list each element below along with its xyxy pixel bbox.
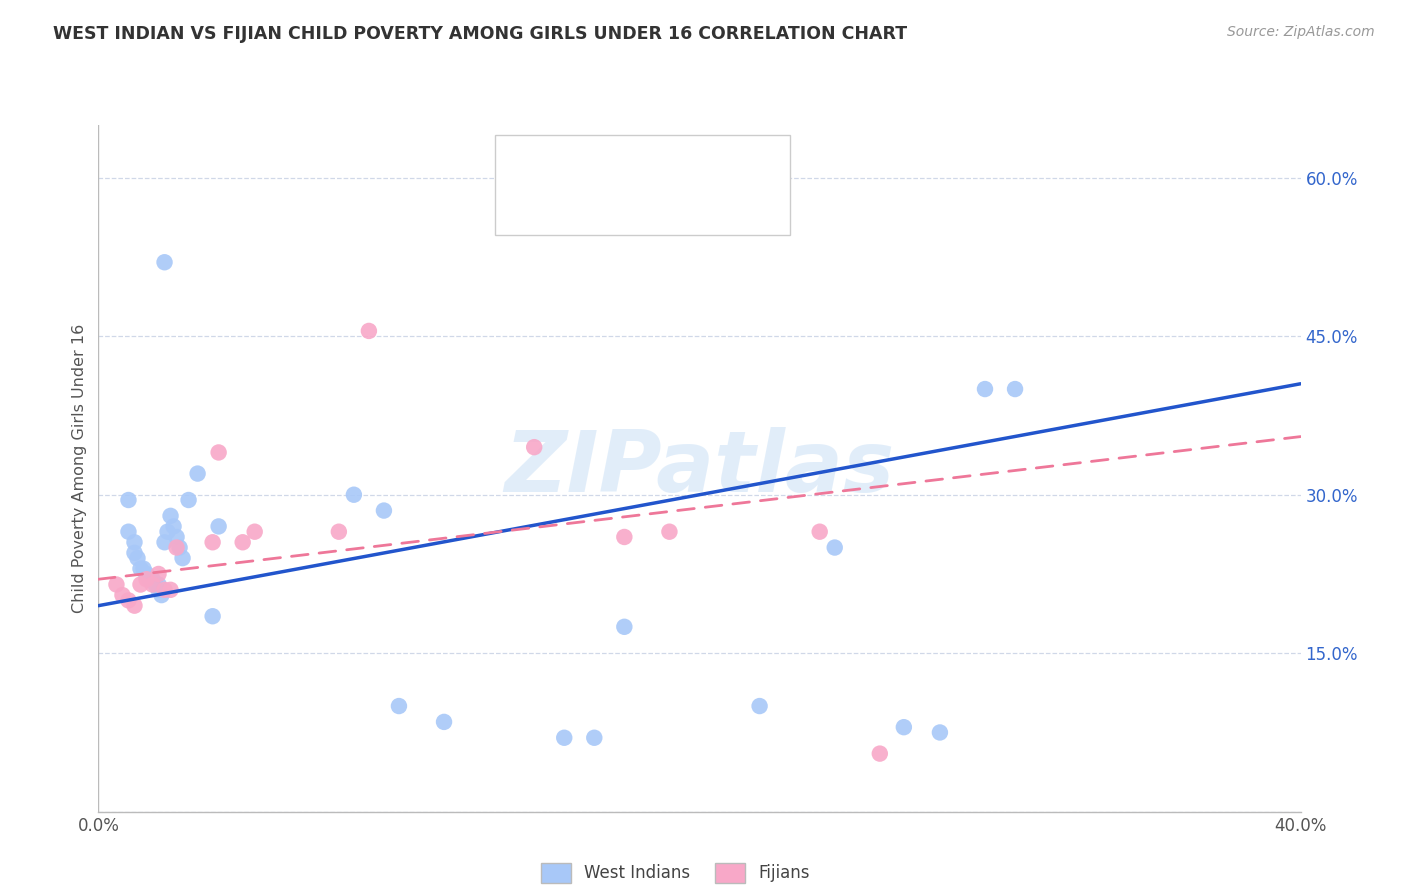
Point <box>138 572 160 586</box>
Point <box>553 731 575 745</box>
Point <box>172 551 194 566</box>
Point <box>145 577 167 591</box>
Point <box>208 519 231 533</box>
Point <box>135 572 157 586</box>
Point <box>127 551 149 566</box>
Text: 0.196: 0.196 <box>600 194 652 213</box>
Point <box>124 599 146 613</box>
Text: 39: 39 <box>707 156 731 174</box>
Y-axis label: Child Poverty Among Girls Under 16: Child Poverty Among Girls Under 16 <box>72 324 87 613</box>
Point <box>328 524 350 539</box>
Point <box>824 541 846 555</box>
Point <box>343 488 366 502</box>
Text: N =: N = <box>659 156 707 174</box>
Text: Source: ZipAtlas.com: Source: ZipAtlas.com <box>1227 25 1375 39</box>
Point <box>373 503 395 517</box>
Point <box>141 572 163 586</box>
Point <box>135 566 157 581</box>
Point <box>357 324 380 338</box>
Point <box>162 519 184 533</box>
Point <box>153 582 176 597</box>
Point <box>156 524 179 539</box>
Text: ZIPatlas: ZIPatlas <box>505 426 894 510</box>
Point <box>177 493 200 508</box>
FancyBboxPatch shape <box>495 136 790 235</box>
Point <box>148 566 170 581</box>
Point <box>869 747 891 761</box>
Point <box>808 524 831 539</box>
Point <box>658 524 681 539</box>
Point <box>613 530 636 544</box>
Text: R =: R = <box>567 156 602 174</box>
Point <box>166 541 188 555</box>
Point <box>159 582 181 597</box>
Point <box>159 508 181 523</box>
Point <box>893 720 915 734</box>
Point <box>117 524 139 539</box>
Point <box>208 445 231 459</box>
Text: 0.337: 0.337 <box>600 156 652 174</box>
Point <box>148 582 170 597</box>
Point <box>748 699 770 714</box>
Text: N =: N = <box>659 194 707 213</box>
Point <box>117 593 139 607</box>
Point <box>150 588 173 602</box>
Point <box>153 255 176 269</box>
Point <box>132 562 155 576</box>
Point <box>613 620 636 634</box>
Point <box>1004 382 1026 396</box>
Point <box>148 577 170 591</box>
Point <box>169 541 191 555</box>
Point <box>243 524 266 539</box>
Point <box>124 535 146 549</box>
Point <box>153 535 176 549</box>
Text: WEST INDIAN VS FIJIAN CHILD POVERTY AMONG GIRLS UNDER 16 CORRELATION CHART: WEST INDIAN VS FIJIAN CHILD POVERTY AMON… <box>53 25 907 43</box>
Point <box>523 440 546 454</box>
Point <box>187 467 209 481</box>
Point <box>974 382 997 396</box>
Point <box>583 731 606 745</box>
Point <box>141 577 163 591</box>
Text: R =: R = <box>567 194 602 213</box>
Point <box>929 725 952 739</box>
Point <box>232 535 254 549</box>
Point <box>111 588 134 602</box>
Point <box>129 562 152 576</box>
Point <box>124 546 146 560</box>
Point <box>388 699 411 714</box>
Point <box>129 577 152 591</box>
Point <box>433 714 456 729</box>
Legend: West Indians, Fijians: West Indians, Fijians <box>534 856 817 889</box>
Point <box>105 577 128 591</box>
Point <box>201 609 224 624</box>
Point <box>201 535 224 549</box>
Text: 22: 22 <box>707 194 731 213</box>
Point <box>117 493 139 508</box>
Point <box>166 530 188 544</box>
